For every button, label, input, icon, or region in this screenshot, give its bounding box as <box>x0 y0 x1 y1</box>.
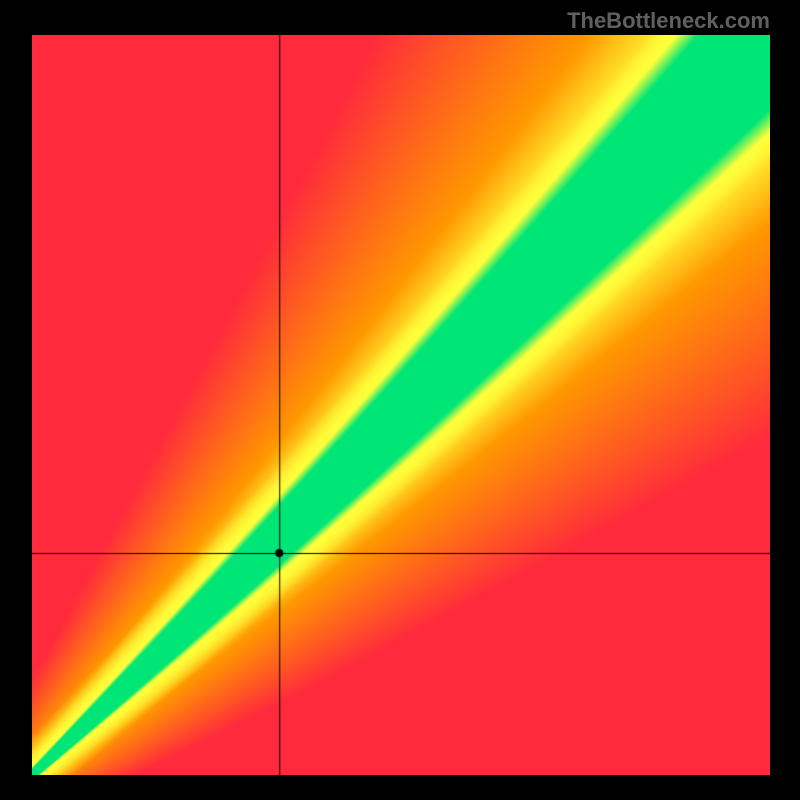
watermark-text: TheBottleneck.com <box>567 8 770 34</box>
chart-container: TheBottleneck.com <box>0 0 800 800</box>
heatmap-plot <box>32 35 770 775</box>
heatmap-canvas <box>32 35 770 775</box>
